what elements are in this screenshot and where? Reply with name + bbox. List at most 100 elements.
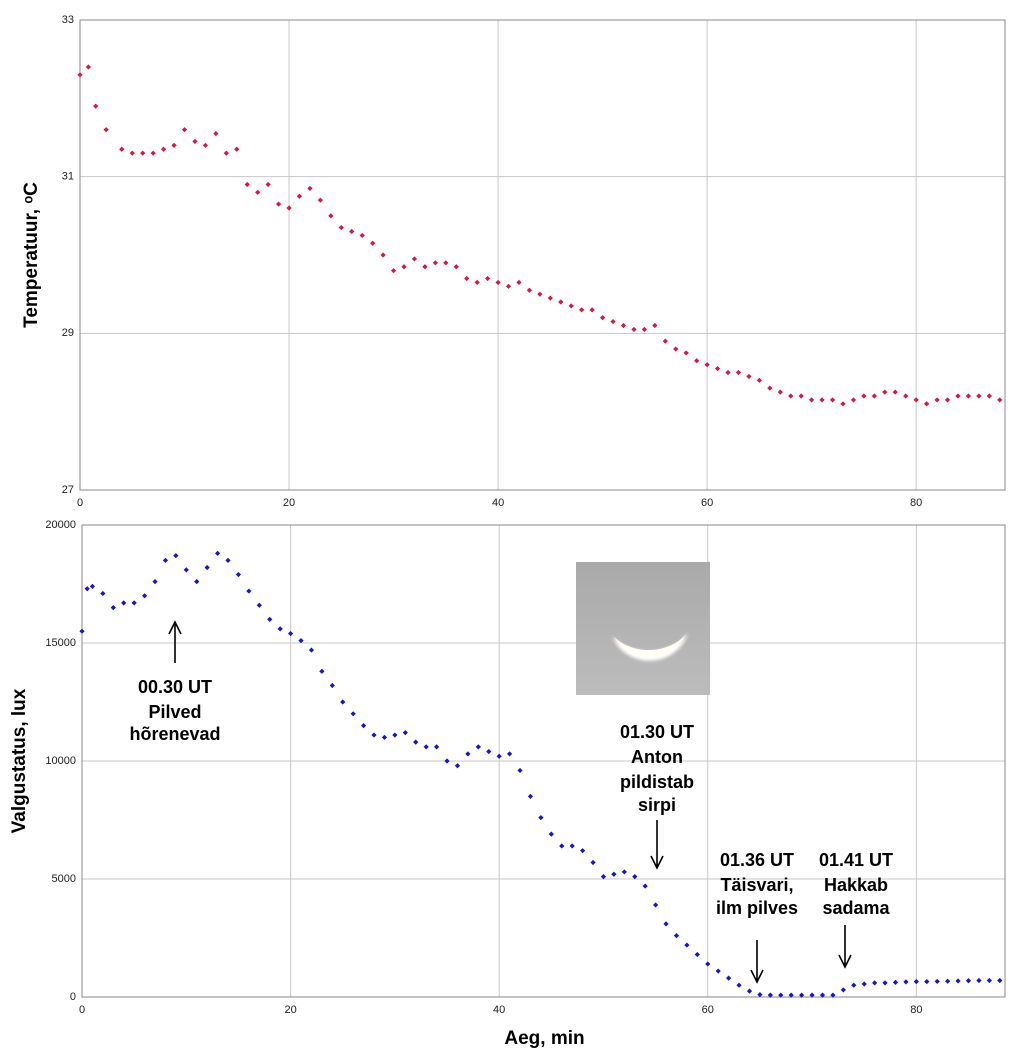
data-point [244, 181, 250, 188]
data-point [580, 848, 586, 854]
data-point [653, 902, 659, 908]
data-point [809, 992, 815, 998]
data-point [464, 275, 470, 282]
data-point [121, 600, 127, 606]
data-point [913, 397, 919, 403]
x-tick-label: 20 [284, 1004, 296, 1016]
data-point [474, 279, 480, 286]
annotation: 01.36 UT Täisvari, ilm pilves [716, 850, 798, 984]
data-point [265, 181, 271, 188]
data-point [559, 843, 565, 849]
data-point [621, 869, 627, 875]
eclipse-photo [576, 562, 710, 695]
data-point [317, 197, 323, 203]
annotation: 01.30 UT Anton pildistab sirpi [620, 722, 694, 870]
data-point [307, 185, 313, 192]
data-point [934, 397, 940, 403]
data-point [955, 393, 961, 399]
data-point [246, 588, 252, 594]
data-point [275, 201, 282, 207]
data-point [517, 767, 523, 774]
y-tick-label: 31 [62, 171, 74, 183]
x-tick-label: 80 [910, 1004, 922, 1016]
data-point [380, 252, 386, 258]
x-tick-label: 20 [283, 497, 295, 509]
data-point [986, 977, 992, 984]
data-point [976, 977, 982, 984]
data-point [432, 260, 438, 266]
data-point [767, 385, 773, 391]
data-point [830, 992, 836, 998]
data-point [308, 647, 315, 653]
data-point [903, 979, 909, 985]
data-point [986, 393, 992, 399]
data-point [360, 723, 367, 729]
data-point [632, 874, 638, 880]
data-point [84, 586, 90, 592]
annotation-text: hõrenevad [129, 724, 220, 744]
data-point [840, 987, 846, 993]
data-point [903, 393, 909, 399]
data-point [526, 287, 533, 293]
data-point [401, 264, 407, 270]
data-point [465, 751, 471, 757]
y-tick-label: 20000 [45, 519, 76, 531]
data-point [579, 307, 585, 313]
data-point [370, 240, 376, 246]
data-point [997, 977, 1003, 984]
data-point [298, 638, 304, 644]
data-point [129, 150, 135, 156]
data-point [861, 393, 867, 399]
data-point [600, 874, 607, 880]
data-point [381, 734, 388, 740]
data-point [976, 393, 982, 399]
data-point [296, 193, 303, 199]
data-point [131, 600, 137, 606]
data-point [673, 933, 680, 939]
data-point [235, 571, 242, 578]
data-point [371, 732, 377, 738]
y-tick-label: 29 [62, 327, 74, 339]
y-axis-label: Temperatuur, ᵒC [21, 182, 42, 328]
data-point [662, 338, 668, 344]
data-point [181, 127, 188, 133]
data-point [161, 146, 167, 152]
data-point [913, 979, 919, 985]
annotation-text: 01.30 UT [620, 722, 694, 742]
data-point [225, 557, 231, 563]
data-point [423, 744, 429, 750]
data-point [568, 303, 574, 309]
data-point [392, 732, 398, 738]
data-point [340, 699, 346, 705]
y-tick-label: 10000 [45, 755, 76, 767]
data-point [516, 279, 522, 286]
y-tick-label: 15000 [45, 637, 76, 649]
data-point [443, 260, 449, 266]
data-point [756, 377, 762, 383]
annotation-text: pildistab [620, 772, 694, 792]
data-point [79, 628, 85, 634]
data-point [338, 224, 344, 231]
data-point [778, 992, 784, 998]
x-tick-label: 40 [493, 1004, 505, 1016]
data-point [788, 992, 794, 998]
data-point [934, 978, 940, 985]
data-point [715, 968, 721, 974]
data-point [569, 843, 575, 849]
data-point [350, 711, 356, 717]
annotation-text: 01.36 UT [720, 850, 794, 870]
data-point [214, 550, 221, 556]
data-point [955, 978, 961, 984]
data-point [204, 564, 210, 571]
data-point [328, 213, 334, 219]
data-point [663, 921, 669, 927]
data-point [119, 146, 125, 152]
data-point [349, 228, 355, 235]
data-point [819, 992, 826, 998]
data-point [93, 103, 99, 109]
data-point [631, 326, 637, 333]
data-point [413, 739, 419, 745]
data-point [892, 979, 899, 985]
data-point [777, 389, 783, 395]
data-point [256, 602, 262, 608]
